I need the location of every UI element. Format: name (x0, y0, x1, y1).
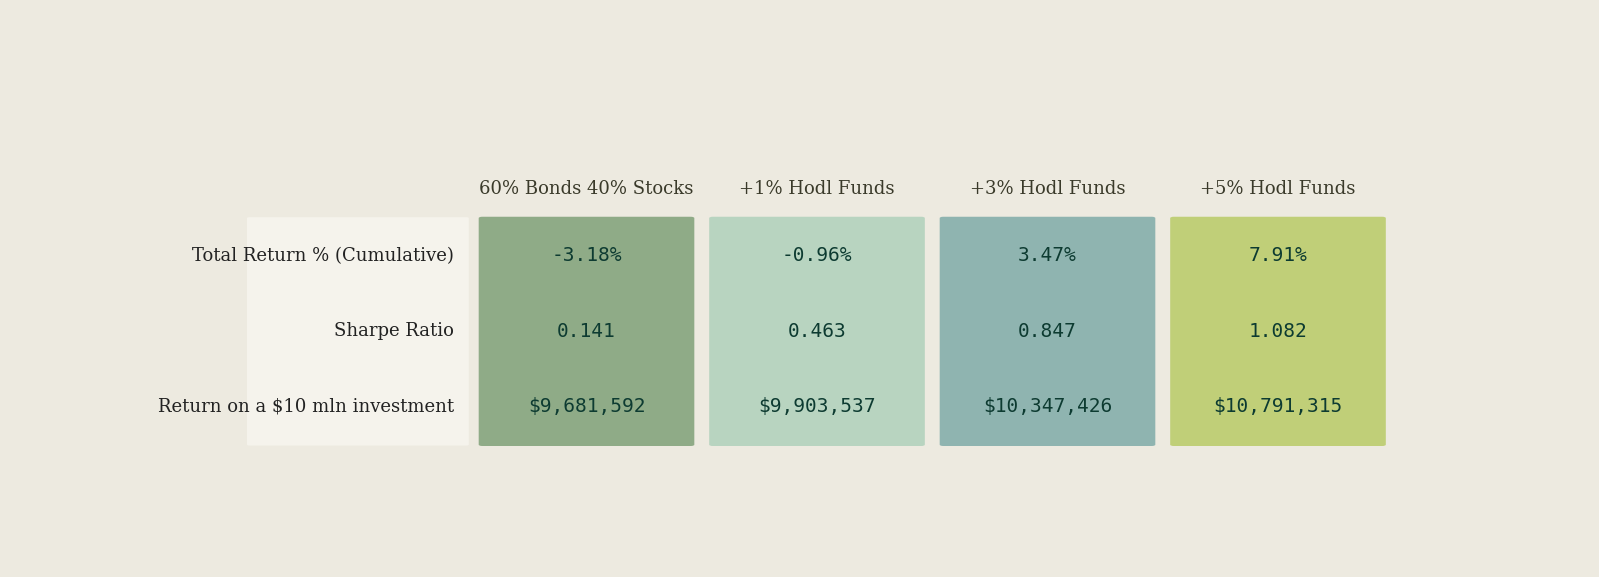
Text: +1% Hodl Funds: +1% Hodl Funds (739, 180, 895, 198)
Text: -3.18%: -3.18% (552, 246, 622, 265)
Text: $10,791,315: $10,791,315 (1214, 398, 1343, 417)
Text: 3.47%: 3.47% (1019, 246, 1076, 265)
Text: $9,681,592: $9,681,592 (528, 398, 646, 417)
Text: 7.91%: 7.91% (1249, 246, 1308, 265)
Text: Sharpe Ratio: Sharpe Ratio (334, 323, 454, 340)
FancyBboxPatch shape (246, 217, 469, 445)
Text: $9,903,537: $9,903,537 (758, 398, 876, 417)
Text: 0.141: 0.141 (556, 322, 616, 341)
Text: 60% Bonds 40% Stocks: 60% Bonds 40% Stocks (480, 180, 694, 198)
FancyBboxPatch shape (940, 217, 1156, 446)
FancyBboxPatch shape (1170, 217, 1386, 446)
Text: 1.082: 1.082 (1249, 322, 1308, 341)
Text: 0.847: 0.847 (1019, 322, 1076, 341)
FancyBboxPatch shape (710, 217, 924, 446)
Text: +5% Hodl Funds: +5% Hodl Funds (1201, 180, 1356, 198)
Text: +3% Hodl Funds: +3% Hodl Funds (969, 180, 1126, 198)
Text: Total Return % (Cumulative): Total Return % (Cumulative) (192, 247, 454, 265)
Text: Return on a $10 mln investment: Return on a $10 mln investment (158, 398, 454, 416)
Text: $10,347,426: $10,347,426 (983, 398, 1113, 417)
FancyBboxPatch shape (478, 217, 694, 446)
Text: -0.96%: -0.96% (782, 246, 852, 265)
Text: 0.463: 0.463 (788, 322, 846, 341)
